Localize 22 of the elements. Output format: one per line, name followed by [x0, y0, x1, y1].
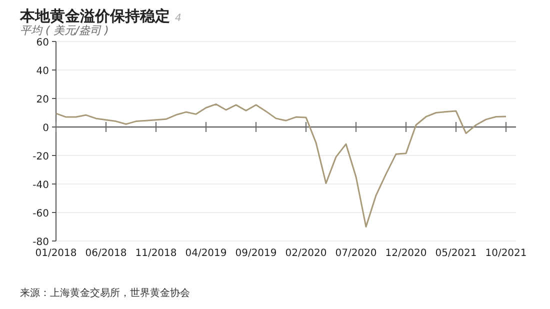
chart-subtitle: 平均 ( 美元/盎司 ) — [20, 24, 109, 37]
x-tick-label: 07/2020 — [335, 248, 377, 259]
y-tick-label: -60 — [32, 208, 49, 220]
y-tick-label: -20 — [32, 152, 49, 162]
x-tick-label: 02/2020 — [285, 248, 327, 259]
y-tick-label: 60 — [36, 38, 49, 48]
text: 4 — [175, 13, 182, 24]
x-tick-label: 05/2021 — [435, 248, 477, 259]
y-tick-label: 0 — [42, 123, 49, 134]
x-tick-label: 11/2018 — [135, 248, 177, 259]
x-tick-label: 01/2018 — [35, 248, 77, 259]
y-tick-label: 40 — [36, 66, 49, 77]
source-note: 来源：上海黄金交易所，世界黄金协会 — [20, 287, 190, 299]
y-tick-label: -40 — [32, 180, 49, 191]
chart-title: 本地黄金溢价保持稳定 — [19, 7, 170, 25]
y-tick-label: -80 — [32, 237, 49, 248]
x-tick-label: 09/2019 — [235, 248, 277, 259]
x-tick-label: 10/2021 — [485, 248, 527, 259]
x-tick-label: 12/2020 — [385, 248, 427, 259]
x-tick-label: 06/2018 — [85, 248, 127, 259]
y-tick-label: 20 — [36, 94, 49, 106]
x-tick-label: 04/2019 — [185, 248, 227, 259]
